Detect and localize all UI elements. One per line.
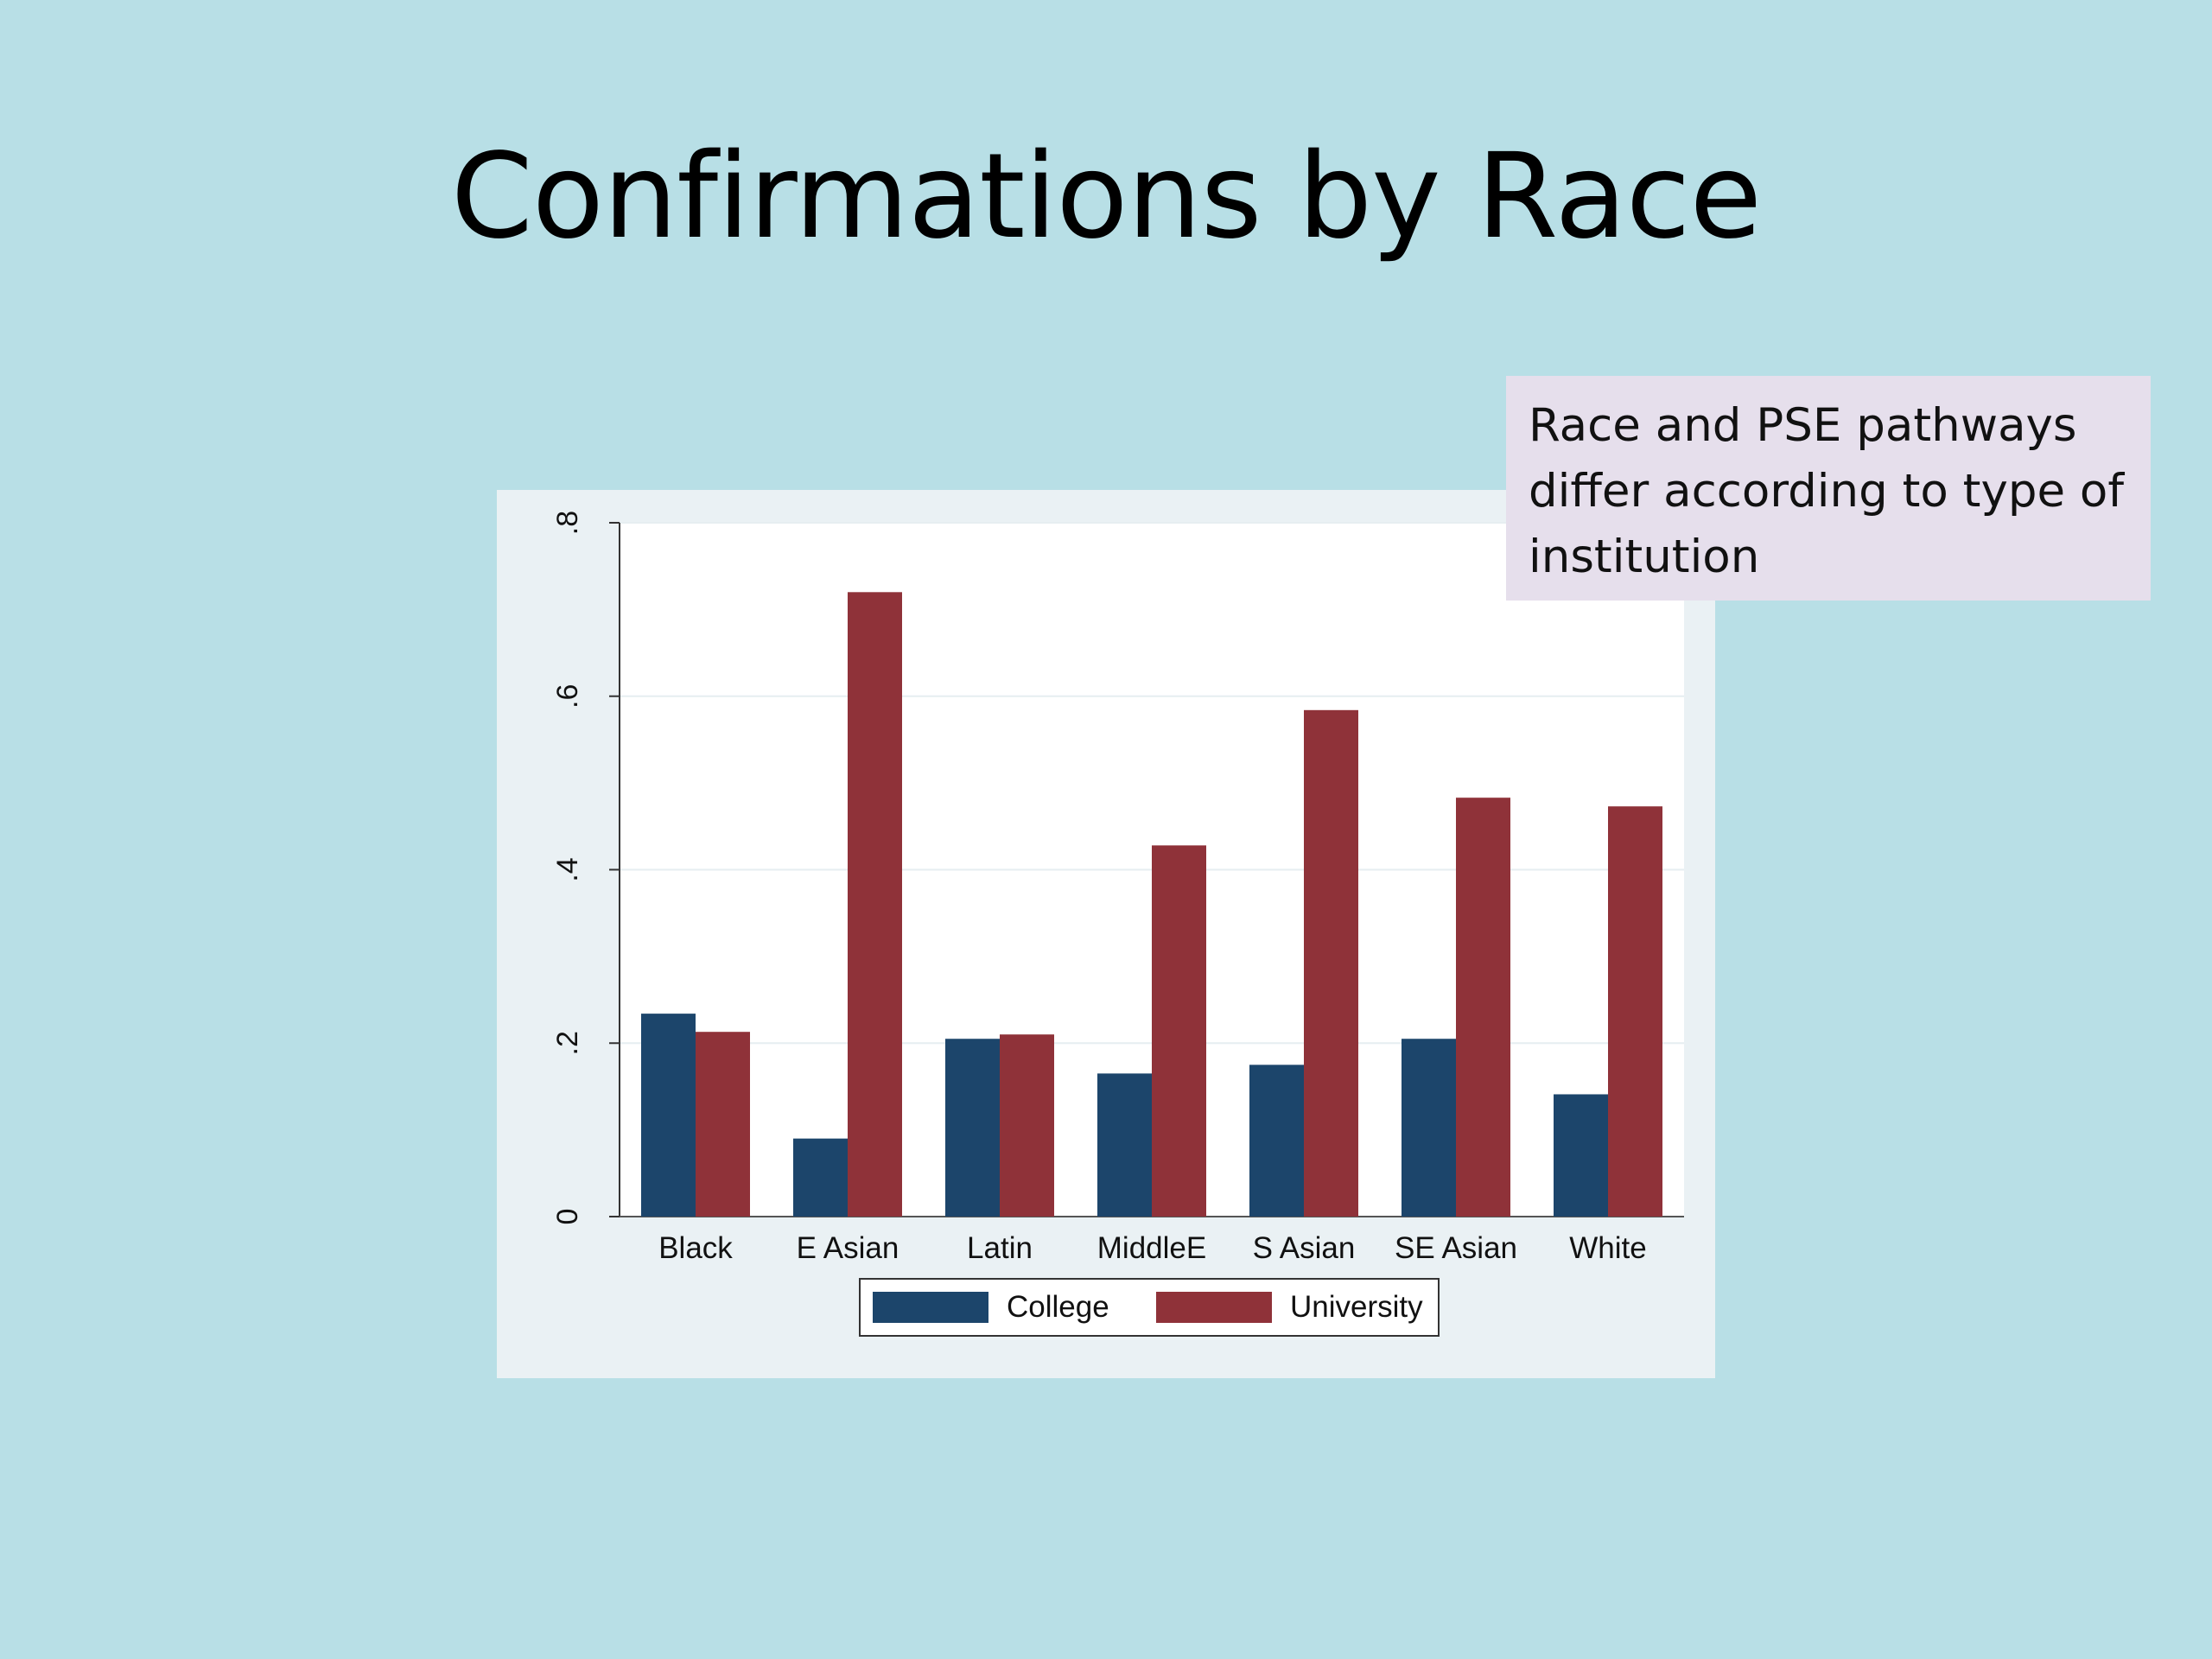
slide-title: Confirmations by Race — [450, 129, 1762, 265]
bar-university-latin — [1000, 1034, 1054, 1217]
bar-college-se-asian — [1402, 1039, 1456, 1217]
bar-university-white — [1608, 806, 1662, 1217]
x-tick-label: S Asian — [1253, 1231, 1356, 1265]
bar-university-middlee — [1152, 845, 1206, 1217]
callout-box: Race and PSE pathways differ according t… — [1506, 376, 2151, 601]
x-tick-label: Latin — [967, 1231, 1033, 1265]
bar-college-s-asian — [1249, 1065, 1304, 1217]
legend-label-college: College — [1007, 1290, 1109, 1324]
y-tick-label: .6 — [551, 684, 584, 709]
bar-college-e-asian — [793, 1138, 848, 1217]
x-tick-label: Black — [658, 1231, 733, 1265]
y-tick-label: .2 — [551, 1031, 584, 1055]
x-tick-label: E Asian — [797, 1231, 899, 1265]
bar-university-black — [696, 1032, 750, 1217]
y-tick-label: 0 — [551, 1209, 584, 1225]
bar-college-black — [641, 1014, 696, 1217]
bar-university-s-asian — [1304, 709, 1358, 1217]
bar-college-latin — [945, 1039, 1000, 1217]
y-tick-label: .8 — [551, 511, 584, 535]
bar-college-middlee — [1097, 1073, 1152, 1217]
chart-panel: 0 .2 .4 .6 .8 Black E Asian Latin MiddleE S Asian… — [497, 490, 1715, 1378]
legend-swatch-college — [873, 1292, 988, 1323]
legend-label-university: University — [1290, 1290, 1423, 1324]
legend-swatch-university — [1156, 1292, 1272, 1323]
bar-university-se-asian — [1456, 798, 1510, 1217]
y-tick-label: .4 — [551, 857, 584, 881]
x-tick-label: SE Asian — [1395, 1231, 1517, 1265]
bar-chart: 0 .2 .4 .6 .8 Black E Asian Latin MiddleE S Asian… — [551, 511, 1684, 1337]
bar-university-e-asian — [848, 592, 902, 1217]
x-tick-label: White — [1569, 1231, 1646, 1265]
x-tick-label: MiddleE — [1097, 1231, 1206, 1265]
bar-college-white — [1554, 1094, 1608, 1217]
